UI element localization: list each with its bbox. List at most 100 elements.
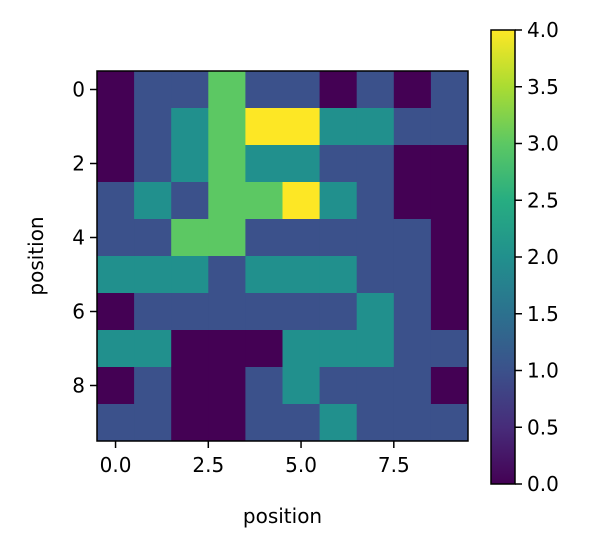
colorbar-tick-label: 3.5 [527,75,559,99]
heatmap-cell [134,367,172,405]
heatmap-cell [97,71,135,109]
heatmap-cell [356,330,395,368]
heatmap-cell [430,219,469,257]
heatmap-cell [97,293,135,331]
colorbar-tick-label: 0.0 [527,472,559,496]
heatmap-cell [430,145,469,183]
heatmap-cell [319,108,358,146]
heatmap-cell [356,404,395,442]
y-tick-label: 4 [72,226,85,250]
heatmap-cell [97,330,135,368]
heatmap-cell [282,182,320,220]
heatmap-cell [393,182,432,220]
heatmap-cell [97,108,135,146]
heatmap-cell [171,219,209,257]
heatmap-cell [208,293,246,331]
plot-frame [96,70,469,442]
heatmap-cell [356,71,395,109]
heatmap-cell [319,182,358,220]
heatmap-cell [171,71,209,109]
heatmap-cells [97,71,469,442]
heatmap-cell [430,256,469,294]
y-axis-label: position [24,216,48,295]
heatmap-cell [356,293,395,331]
heatmap-cell [393,145,432,183]
heatmap-cell [393,219,432,257]
heatmap-cell [245,256,283,294]
colorbar-tick-label: 2.0 [527,245,559,269]
heatmap-cell [208,71,246,109]
heatmap-cell [245,145,283,183]
heatmap-cell [319,219,358,257]
heatmap-cell [356,219,395,257]
heatmap-cell [430,404,469,442]
heatmap-cell [134,182,172,220]
heatmap-cell [208,404,246,442]
heatmap-cell [282,219,320,257]
heatmap-cell [393,256,432,294]
heatmap-cell [430,71,469,109]
heatmap-cell [393,330,432,368]
heatmap-cell [97,367,135,405]
x-axis-ticks: 0.0 2.5 5.0 7.5 [100,441,410,477]
heatmap-cell [208,108,246,146]
heatmap-cell [134,293,172,331]
heatmap-cell [319,330,358,368]
heatmap-cell [282,293,320,331]
colorbar-ticks: 0.0 0.5 1.0 1.5 2.0 2.5 3.0 3.5 4.0 [515,18,559,496]
heatmap-cell [282,404,320,442]
heatmap-cell [208,330,246,368]
heatmap-cell [245,367,283,405]
heatmap-cell [171,108,209,146]
heatmap-cell [134,404,172,442]
colorbar-tick-label: 3.0 [527,132,559,156]
heatmap-cell [430,330,469,368]
y-tick-label: 8 [72,374,85,398]
heatmap-cell [171,256,209,294]
colorbar-tick-label: 4.0 [527,18,559,42]
heatmap-cell [319,404,358,442]
colorbar [490,29,516,485]
heatmap-cell [245,71,283,109]
heatmap-cell [282,256,320,294]
heatmap-cell [430,367,469,405]
x-axis-label: position [243,504,322,528]
heatmap-cell [245,108,283,146]
heatmap-cell [282,108,320,146]
x-tick-label: 7.5 [378,453,410,477]
heatmap-cell [245,293,283,331]
x-tick-label: 2.5 [192,453,224,477]
heatmap-cell [134,219,172,257]
heatmap-cell [356,145,395,183]
heatmap-cell [171,182,209,220]
heatmap-cell [245,404,283,442]
heatmap-cell [134,256,172,294]
y-tick-label: 0 [72,78,85,102]
heatmap-cell [319,293,358,331]
heatmap-cell [430,108,469,146]
heatmap-cell [208,182,246,220]
heatmap-cell [282,71,320,109]
heatmap-cell [282,330,320,368]
heatmap-cell [171,404,209,442]
colorbar-tick-label: 1.5 [527,302,559,326]
heatmap-cell [97,182,135,220]
heatmap-cell [208,256,246,294]
colorbar-tick-label: 1.0 [527,359,559,383]
heatmap-cell [319,256,358,294]
heatmap-cell [134,145,172,183]
y-tick-label: 6 [72,300,85,324]
heatmap-cell [208,367,246,405]
heatmap-cell [134,108,172,146]
heatmap-cell [97,404,135,442]
heatmap-cell [171,145,209,183]
heatmap-cell [356,108,395,146]
heatmap-cell [393,404,432,442]
heatmap-cell [356,367,395,405]
heatmap-cell [393,293,432,331]
heatmap-cell [134,71,172,109]
heatmap-cell [319,367,358,405]
heatmap-cell [97,219,135,257]
heatmap-cell [430,293,469,331]
